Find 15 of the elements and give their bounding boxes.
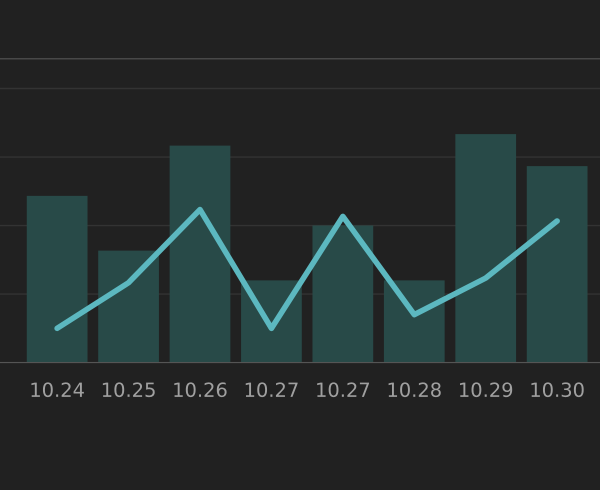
bar <box>384 280 445 363</box>
bar <box>170 146 230 363</box>
bar <box>26 196 88 363</box>
x-tick-label: 10.27 <box>246 382 298 398</box>
bar <box>98 250 159 363</box>
bar <box>526 166 588 363</box>
x-tick-label: 10.29 <box>460 382 512 398</box>
x-tick-label: 10.28 <box>388 382 441 398</box>
bar <box>312 226 374 363</box>
bar <box>455 134 516 363</box>
x-tick-label: 10.24 <box>31 382 84 398</box>
x-tick-label: 10.30 <box>531 382 584 398</box>
x-tick-label: 10.26 <box>174 382 227 398</box>
x-tick-label: 10.27 <box>317 382 370 398</box>
x-tick-label: 10.25 <box>102 382 155 398</box>
